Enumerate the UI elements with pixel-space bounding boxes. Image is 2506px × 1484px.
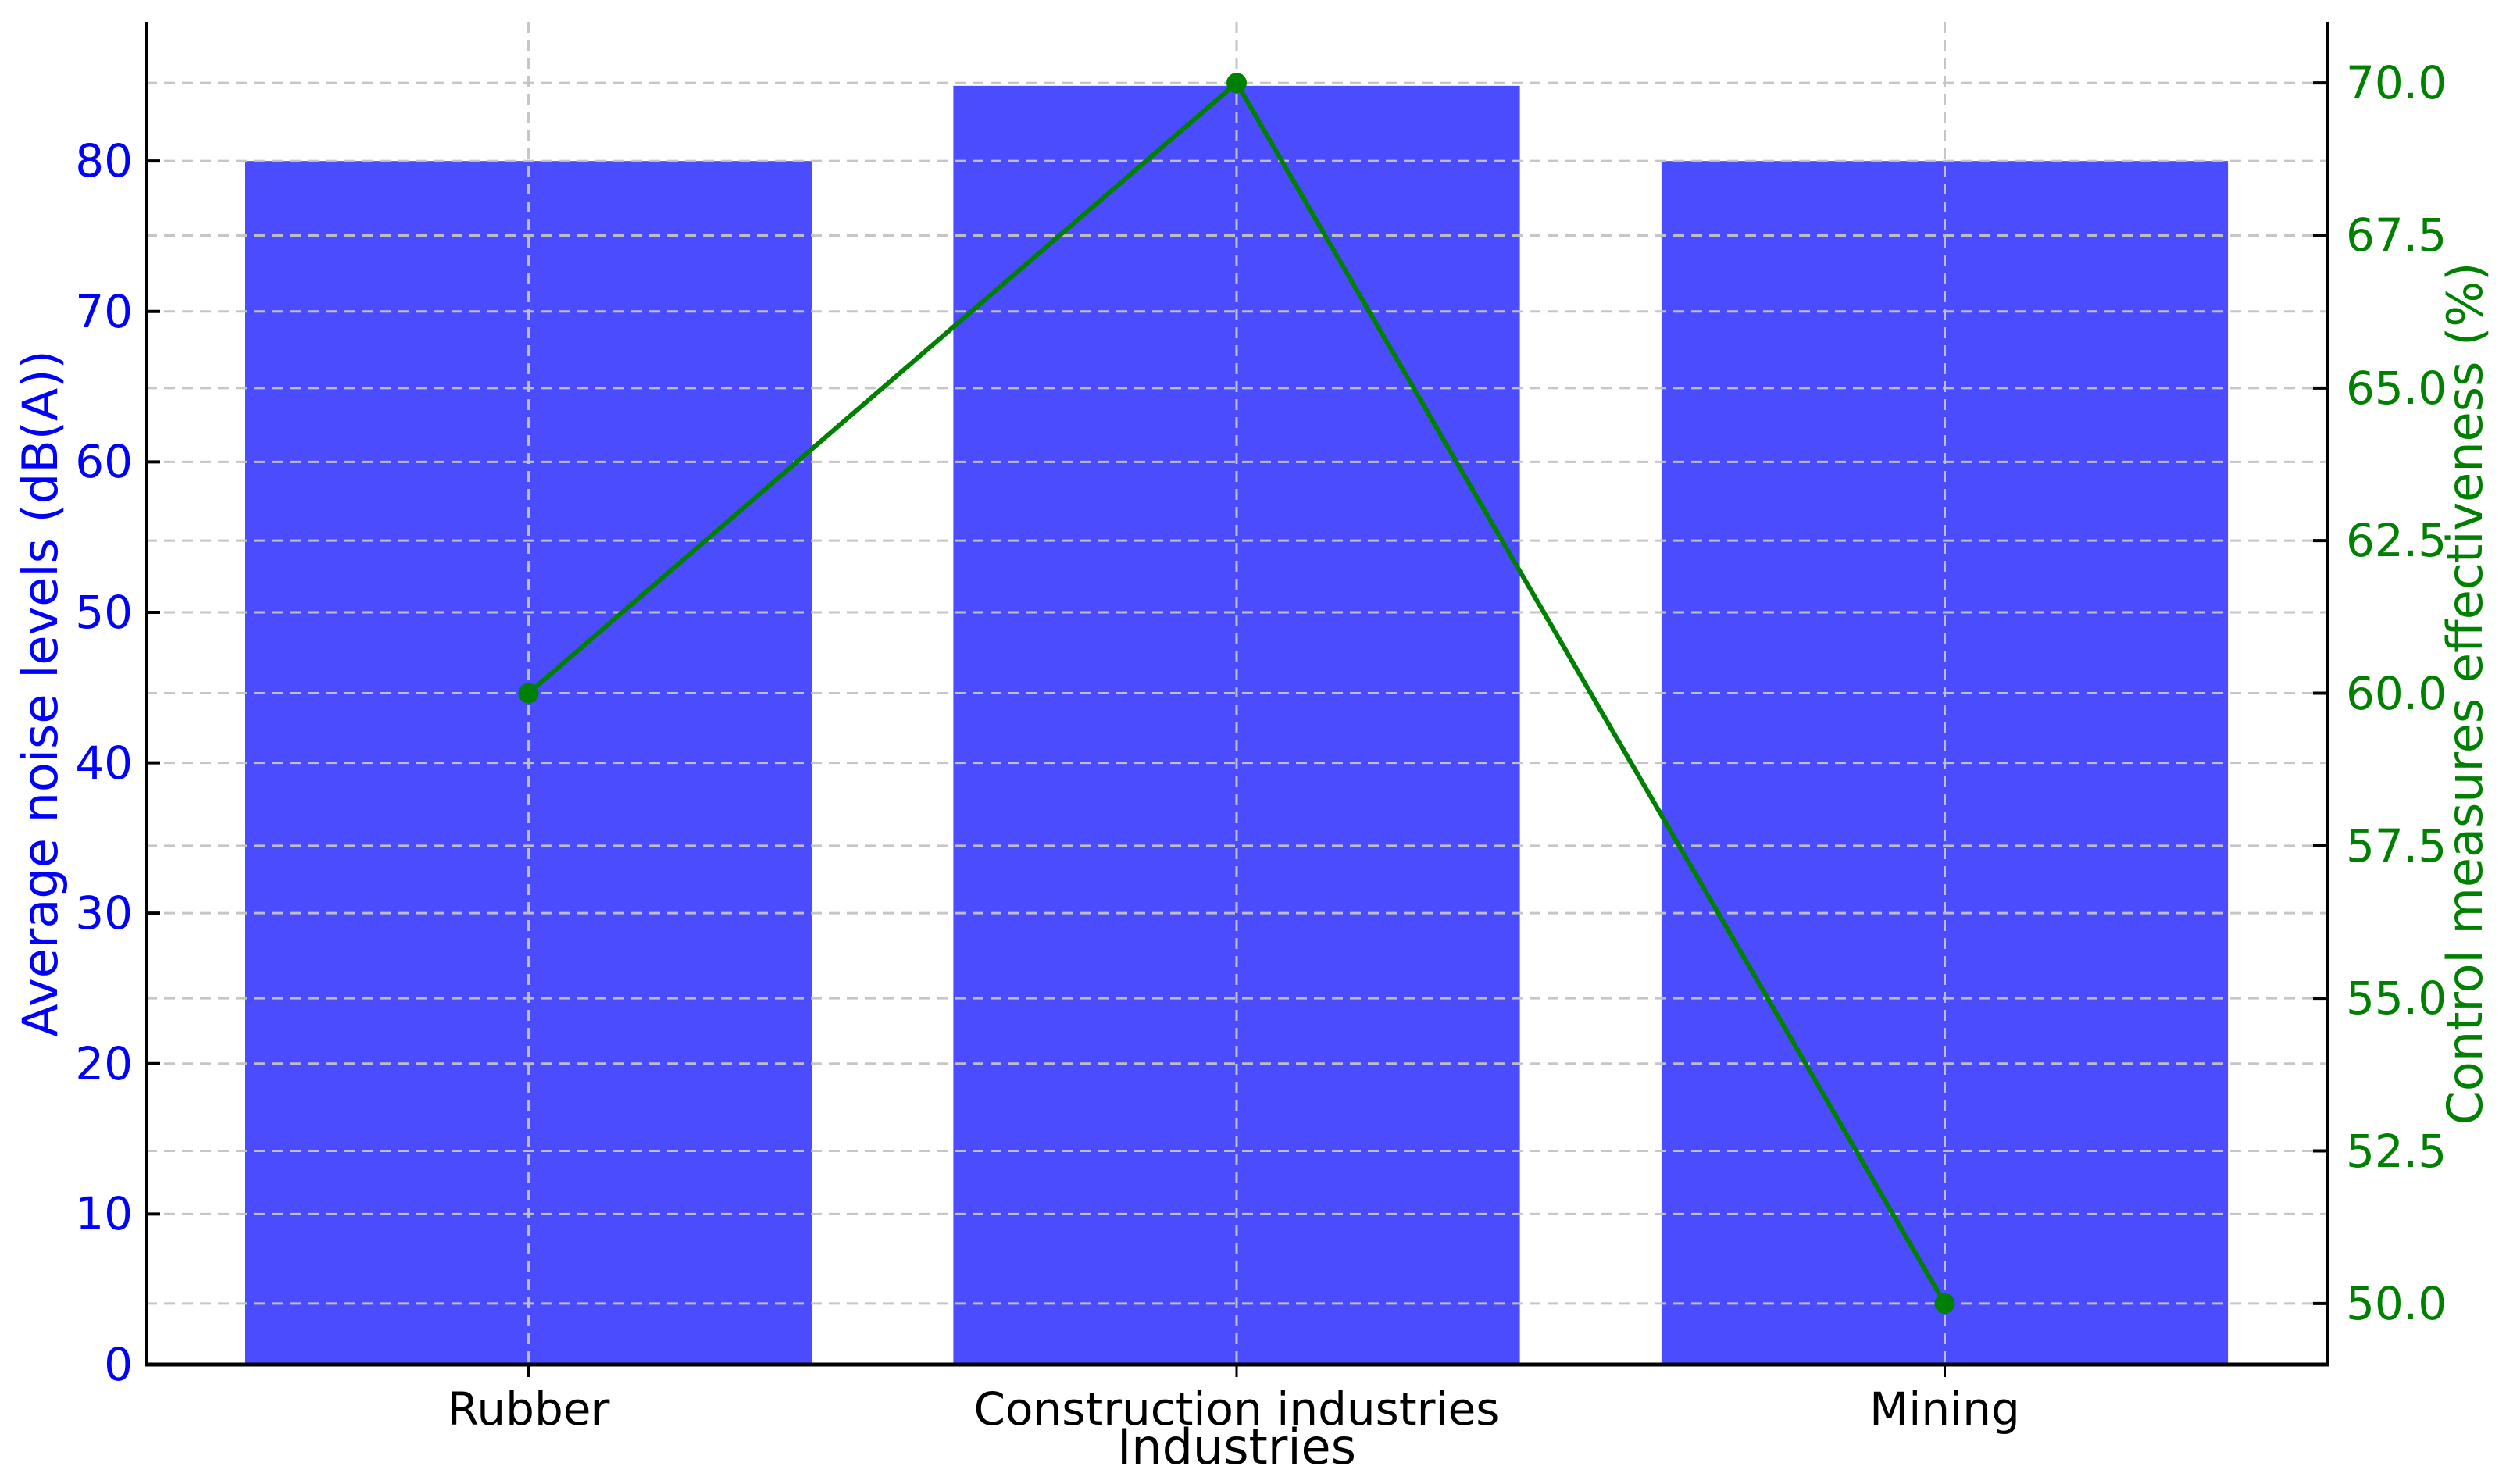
left-tick-label-10: 10 [75,1187,133,1241]
left-tick-label-50: 50 [75,585,133,639]
left-tick-label-30: 30 [75,886,133,940]
right-tick-label-70.0: 70.0 [2346,56,2447,110]
left-tick-label-20: 20 [75,1036,133,1090]
right-tick-label-65.0: 65.0 [2346,361,2447,415]
left-tick-label-40: 40 [75,736,133,790]
right-tick-label-57.5: 57.5 [2346,819,2447,872]
marker-mining [1934,1293,1955,1314]
marker-construction-industries [1226,73,1247,94]
right-tick-label-50.0: 50.0 [2346,1276,2447,1330]
right-y-axis-title: Control measures effectiveness (%) [2436,262,2494,1125]
right-tick-label-62.5: 62.5 [2346,514,2447,568]
x-tick-label-mining: Mining [1869,1382,2020,1436]
x-tick-label-construction-industries: Construction industries [973,1382,1500,1436]
left-tick-label-70: 70 [75,284,133,338]
left-tick-label-60: 60 [75,435,133,489]
left-y-axis-title: Average noise levels (dB(A)) [12,349,69,1037]
right-tick-label-55.0: 55.0 [2346,972,2447,1026]
marker-rubber [518,683,539,704]
left-tick-label-80: 80 [75,134,133,188]
x-axis-title: Industries [1116,1418,1357,1475]
left-tick-label-0: 0 [104,1338,133,1391]
x-tick-label-rubber: Rubber [447,1382,610,1436]
right-tick-label-52.5: 52.5 [2346,1124,2447,1178]
right-tick-label-60.0: 60.0 [2346,666,2447,720]
right-tick-label-67.5: 67.5 [2346,209,2447,262]
